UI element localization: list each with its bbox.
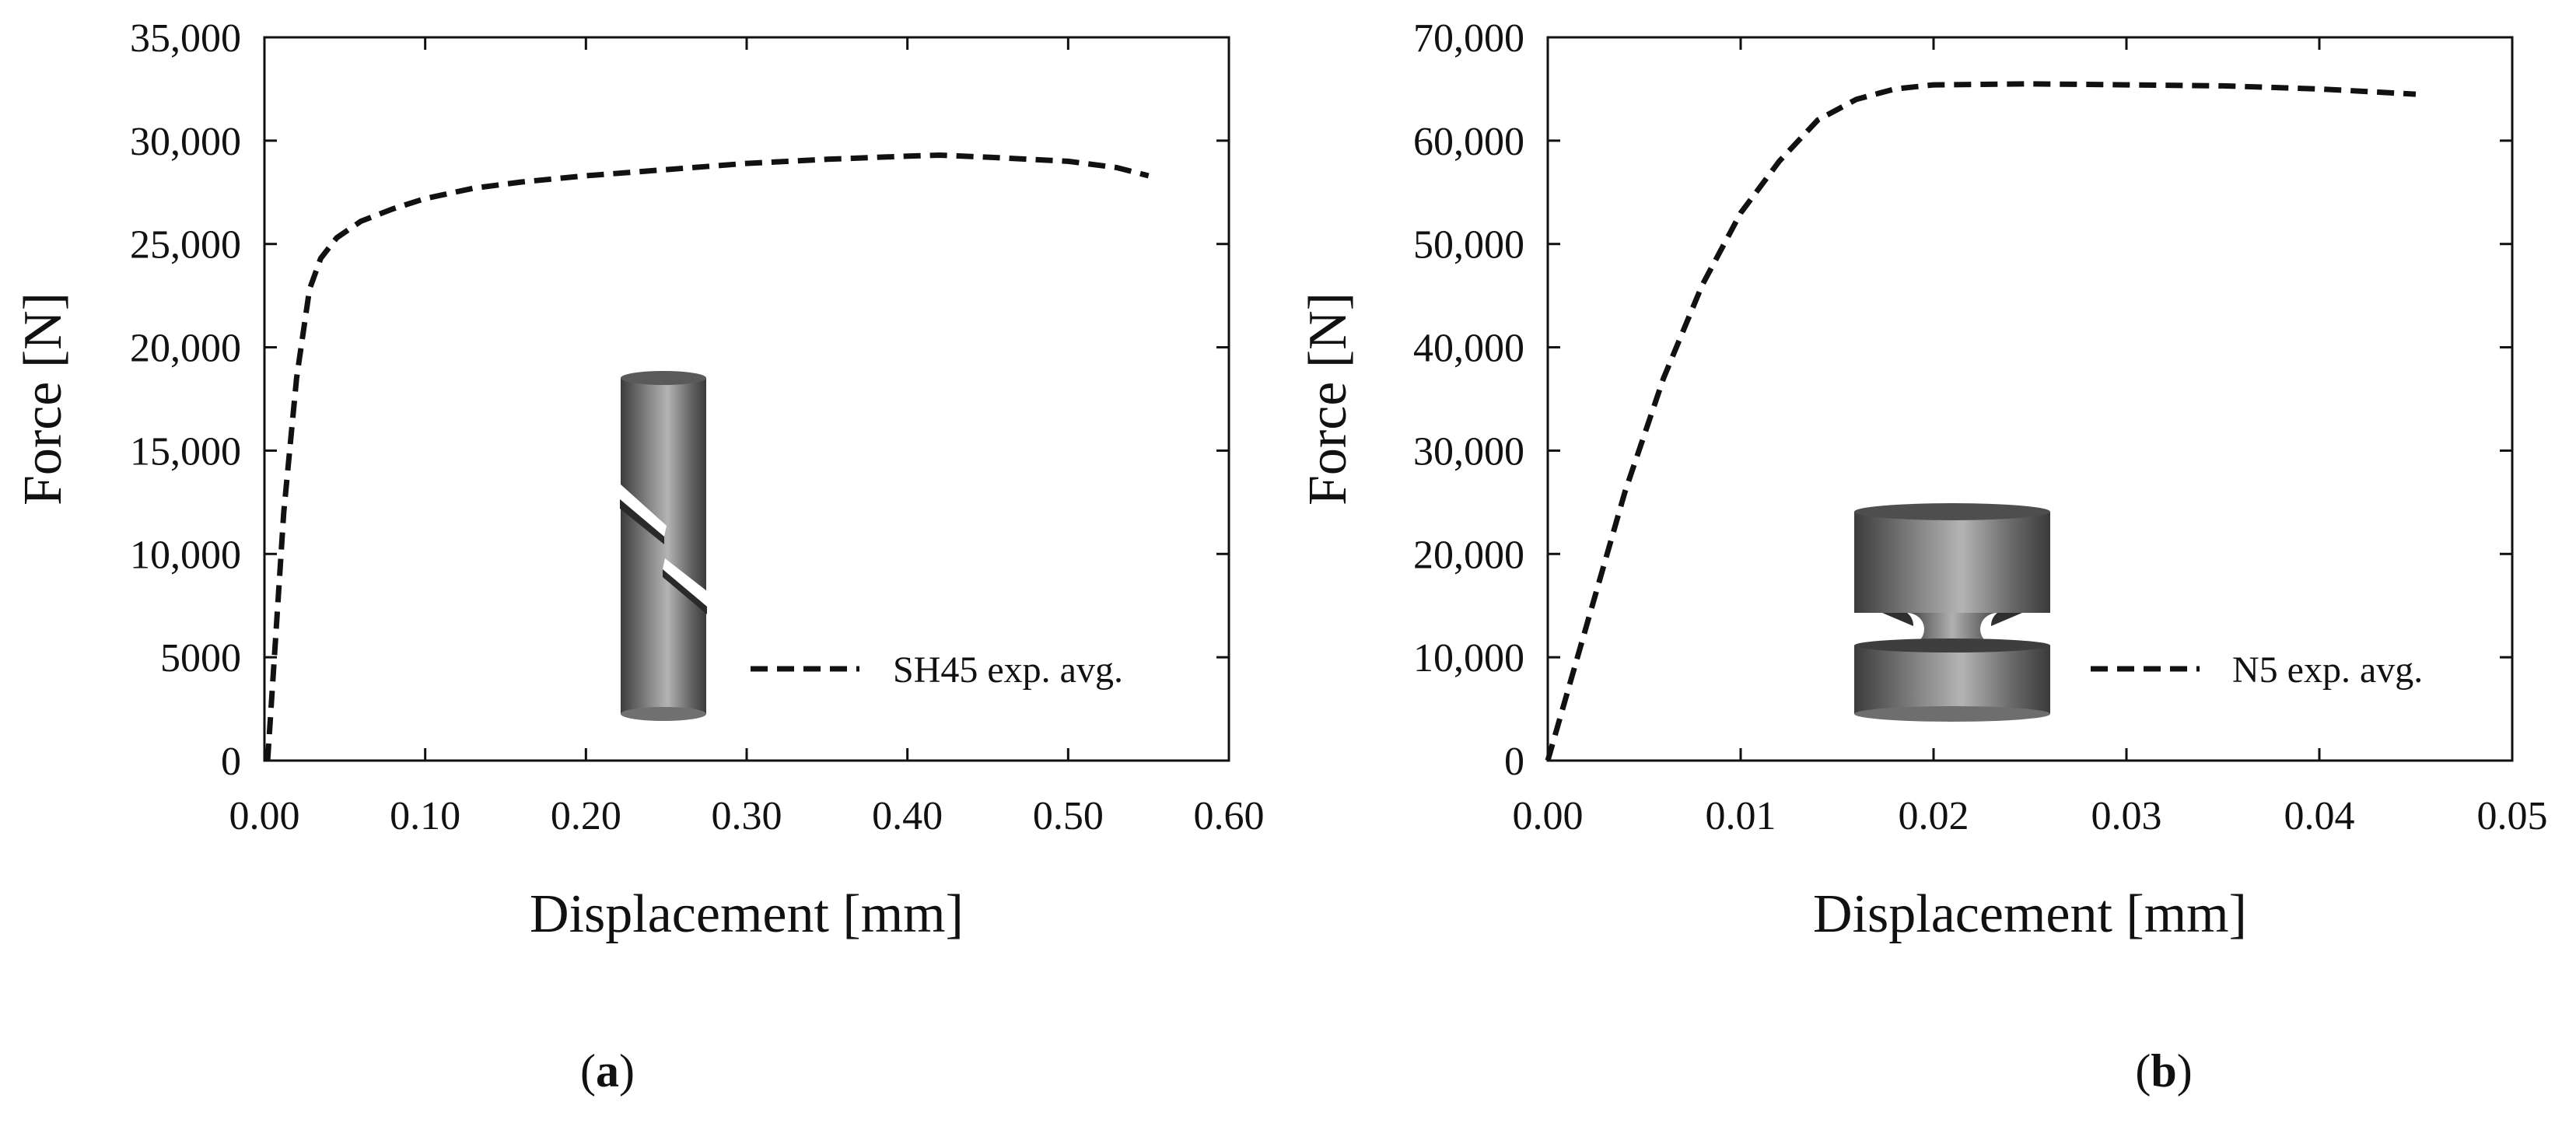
panel-label-a: (a)	[580, 1045, 635, 1097]
y-axis-title-b: Force [N]	[1298, 292, 1358, 506]
x-tick-label: 0.60	[1194, 794, 1265, 838]
plot-frame-b	[1546, 36, 2514, 762]
specimen-sh45-icon	[620, 371, 707, 721]
legend-label-sh45: SH45 exp. avg.	[893, 649, 1123, 691]
y-tick-label: 20,000	[1413, 533, 1524, 577]
x-tick-label: 0.02	[1899, 794, 1969, 838]
y-tick-label: 20,000	[130, 327, 241, 371]
legend-a: SH45 exp. avg.	[751, 649, 1123, 691]
x-tick-label: 0.01	[1706, 794, 1776, 838]
y-tick-label: 5000	[160, 636, 241, 680]
legend-label-n5: N5 exp. avg.	[2232, 649, 2423, 691]
panel-letter-a: a	[596, 1045, 619, 1097]
legend-b: N5 exp. avg.	[2091, 649, 2423, 691]
y-tick-label: 0	[221, 740, 241, 784]
series-line-sh45	[264, 152, 1150, 761]
y-tick-label: 70,000	[1413, 16, 1524, 61]
panel-letter-b: b	[2151, 1045, 2176, 1097]
x-tick-label: 0.20	[551, 794, 621, 838]
x-tick-label: 0.40	[872, 794, 943, 838]
chart-panel-b: 0.00 0.01 0.02 0.03 0.04 0.05 0 10,000 20,000 30,…	[1298, 16, 2548, 1097]
y-tick-label: 25,000	[130, 223, 241, 268]
y-axis-title-a: Force [N]	[13, 292, 73, 506]
x-tick-label: 0.30	[712, 794, 782, 838]
chart-panel-a: 0.00 0.10 0.20 0.30 0.40 0.50 0.60 0 5000 10,000 1…	[13, 16, 1265, 1097]
axis-ticks-b: 0.00 0.01 0.02 0.03 0.04 0.05 0 10,000 20,000 30,…	[1413, 16, 2548, 838]
x-tick-label: 0.04	[2284, 794, 2355, 838]
y-tick-label: 60,000	[1413, 120, 1524, 164]
y-tick-label: 30,000	[130, 120, 241, 164]
x-tick-label: 0.03	[2091, 794, 2162, 838]
y-tick-label: 35,000	[130, 16, 241, 61]
y-tick-label: 15,000	[130, 429, 241, 474]
x-tick-label: 0.00	[229, 794, 300, 838]
axis-ticks-a: 0.00 0.10 0.20 0.30 0.40 0.50 0.60 0 5000 10,000 1…	[130, 16, 1265, 838]
x-axis-title-a: Displacement [mm]	[530, 884, 964, 944]
specimen-n5-icon	[1854, 503, 2050, 722]
x-tick-label: 0.05	[2477, 794, 2548, 838]
y-tick-label: 30,000	[1413, 429, 1524, 474]
x-tick-label: 0.50	[1033, 794, 1104, 838]
y-tick-label: 0	[1504, 740, 1524, 784]
y-tick-label: 50,000	[1413, 223, 1524, 268]
panel-label-b: (b)	[2135, 1045, 2192, 1097]
y-tick-label: 40,000	[1413, 327, 1524, 371]
series-line-n5	[1545, 81, 2417, 761]
y-tick-label: 10,000	[130, 533, 241, 577]
x-tick-label: 0.10	[390, 794, 460, 838]
x-tick-label: 0.00	[1513, 794, 1584, 838]
x-axis-title-b: Displacement [mm]	[1813, 884, 2247, 944]
y-tick-label: 10,000	[1413, 636, 1524, 680]
